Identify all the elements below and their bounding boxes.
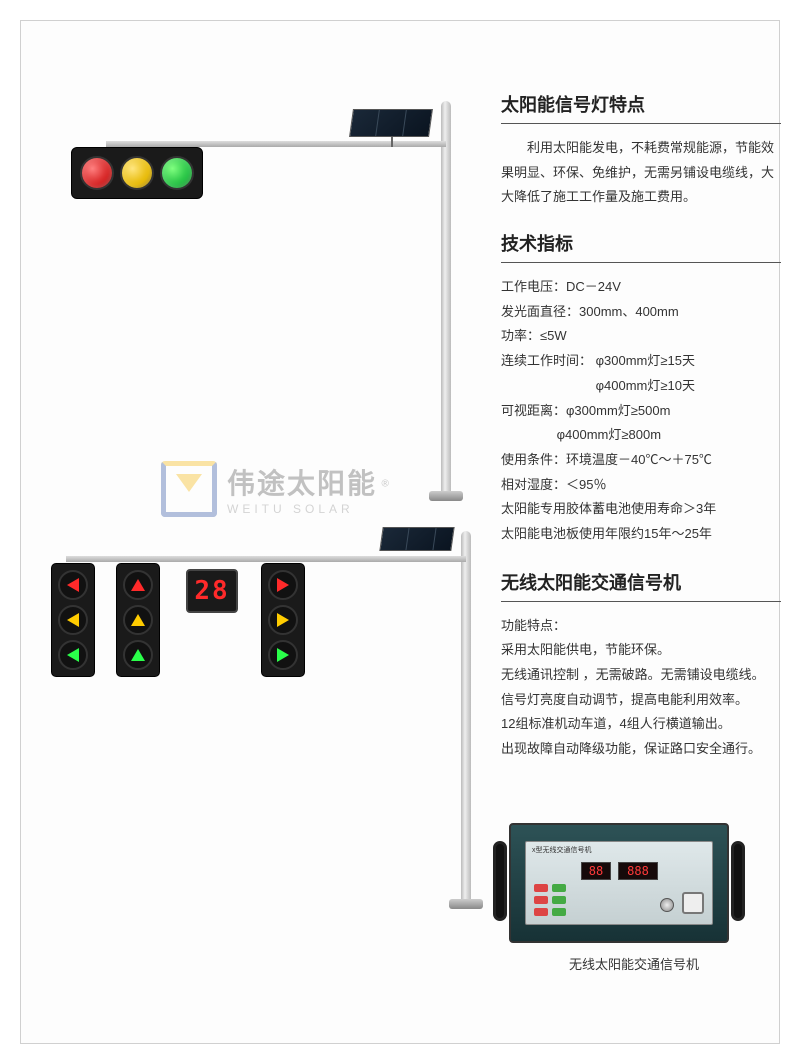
feature-line: 无线通讯控制 ，无需破路。无需铺设电缆线。 — [501, 663, 781, 688]
pole-vertical — [461, 531, 471, 901]
pole-base — [429, 491, 463, 501]
arrow-right-green — [268, 640, 298, 670]
device-panel-label: x型无线交通信号机 — [532, 845, 592, 855]
spec-line: φ400mm灯≥10天 — [501, 374, 781, 399]
feature-lead: 功能特点： — [501, 614, 781, 639]
spec-line: 使用条件：环境温度－40℃～＋75℃ — [501, 448, 781, 473]
feature-line: 信号灯亮度自动调节，提高电能利用效率。 — [501, 688, 781, 713]
device-caption: 无线太阳能交通信号机 — [569, 954, 699, 973]
section1-paragraph: 利用太阳能发电，不耗费常规能源，节能效果明显、环保、免维护，无需另铺设电缆线，大… — [501, 136, 781, 210]
device-knob[interactable] — [660, 898, 674, 912]
device-btn[interactable] — [534, 908, 548, 916]
arrow-right-red — [268, 570, 298, 600]
solar-panel-icon — [349, 109, 433, 137]
device-handle-left — [493, 841, 507, 921]
controller-device: x型无线交通信号机 88 888 — [509, 823, 729, 943]
pole-arm — [66, 556, 466, 562]
lamp-green — [160, 156, 194, 190]
feature-list: 功能特点： 采用太阳能供电，节能环保。 无线通讯控制 ，无需破路。无需铺设电缆线… — [501, 614, 781, 762]
spec-line: 太阳能专用胶体蓄电池使用寿命＞3年 — [501, 497, 781, 522]
arrow-left-red — [58, 570, 88, 600]
spec-line: 发光面直径：300mm、400mm — [501, 300, 781, 325]
pole-vertical — [441, 101, 451, 491]
spec-line: 工作电压：DC－24V — [501, 275, 781, 300]
device-digits-1: 88 — [581, 862, 611, 880]
illustration-column: 28 — [51, 101, 481, 931]
device-handle-right — [731, 841, 745, 921]
lamp-yellow — [120, 156, 154, 190]
spec-list: 工作电压：DC－24V 发光面直径：300mm、400mm 功率：≤5W 连续工… — [501, 275, 781, 547]
arrow-head-right — [261, 563, 305, 677]
spec-line: φ400mm灯≥800m — [501, 423, 781, 448]
spec-line: 可视距离：φ300mm灯≥500m — [501, 399, 781, 424]
section1-title: 太阳能信号灯特点 — [501, 91, 781, 124]
spec-line: 太阳能电池板使用年限约15年～25年 — [501, 522, 781, 547]
feature-line: 采用太阳能供电，节能环保。 — [501, 638, 781, 663]
solar-panel-icon — [379, 527, 454, 551]
feature-line: 出现故障自动降级功能，保证路口安全通行。 — [501, 737, 781, 762]
page-frame: 28 伟途太阳能 ® WEITU SOLAR 太阳能信号灯特点 利用太阳能发电，… — [20, 20, 780, 1044]
device-btn[interactable] — [552, 908, 566, 916]
signal-head-3lamp — [71, 147, 203, 199]
section3-title: 无线太阳能交通信号机 — [501, 569, 781, 602]
feature-line: 12组标准机动车道，4组人行横道输出。 — [501, 712, 781, 737]
traffic-pole-2: 28 — [51, 531, 481, 931]
pole-base — [449, 899, 483, 909]
arrow-head-up — [116, 563, 160, 677]
arrow-up-yellow — [123, 605, 153, 635]
device-btn[interactable] — [552, 884, 566, 892]
device-btn[interactable] — [534, 896, 548, 904]
arrow-left-green — [58, 640, 88, 670]
arrow-right-yellow — [268, 605, 298, 635]
spec-line: 连续工作时间： φ300mm灯≥15天 — [501, 349, 781, 374]
spec-line: 相对湿度：＜95％ — [501, 473, 781, 498]
text-column: 太阳能信号灯特点 利用太阳能发电，不耗费常规能源，节能效果明显、环保、免维护，无… — [501, 91, 781, 762]
countdown-display: 28 — [186, 569, 238, 613]
arrow-head-left — [51, 563, 95, 677]
arrow-left-yellow — [58, 605, 88, 635]
lamp-red — [80, 156, 114, 190]
device-btn[interactable] — [534, 884, 548, 892]
arrow-up-red — [123, 570, 153, 600]
section2-title: 技术指标 — [501, 230, 781, 263]
solar-stand — [391, 137, 393, 147]
device-btn[interactable] — [552, 896, 566, 904]
device-buttons — [534, 884, 566, 916]
device-port — [682, 892, 704, 914]
device-body: x型无线交通信号机 88 888 — [509, 823, 729, 943]
arrow-up-green — [123, 640, 153, 670]
spec-line: 功率：≤5W — [501, 324, 781, 349]
traffic-pole-1 — [51, 101, 471, 501]
device-digits-2: 888 — [618, 862, 658, 880]
device-panel: x型无线交通信号机 88 888 — [525, 841, 713, 925]
